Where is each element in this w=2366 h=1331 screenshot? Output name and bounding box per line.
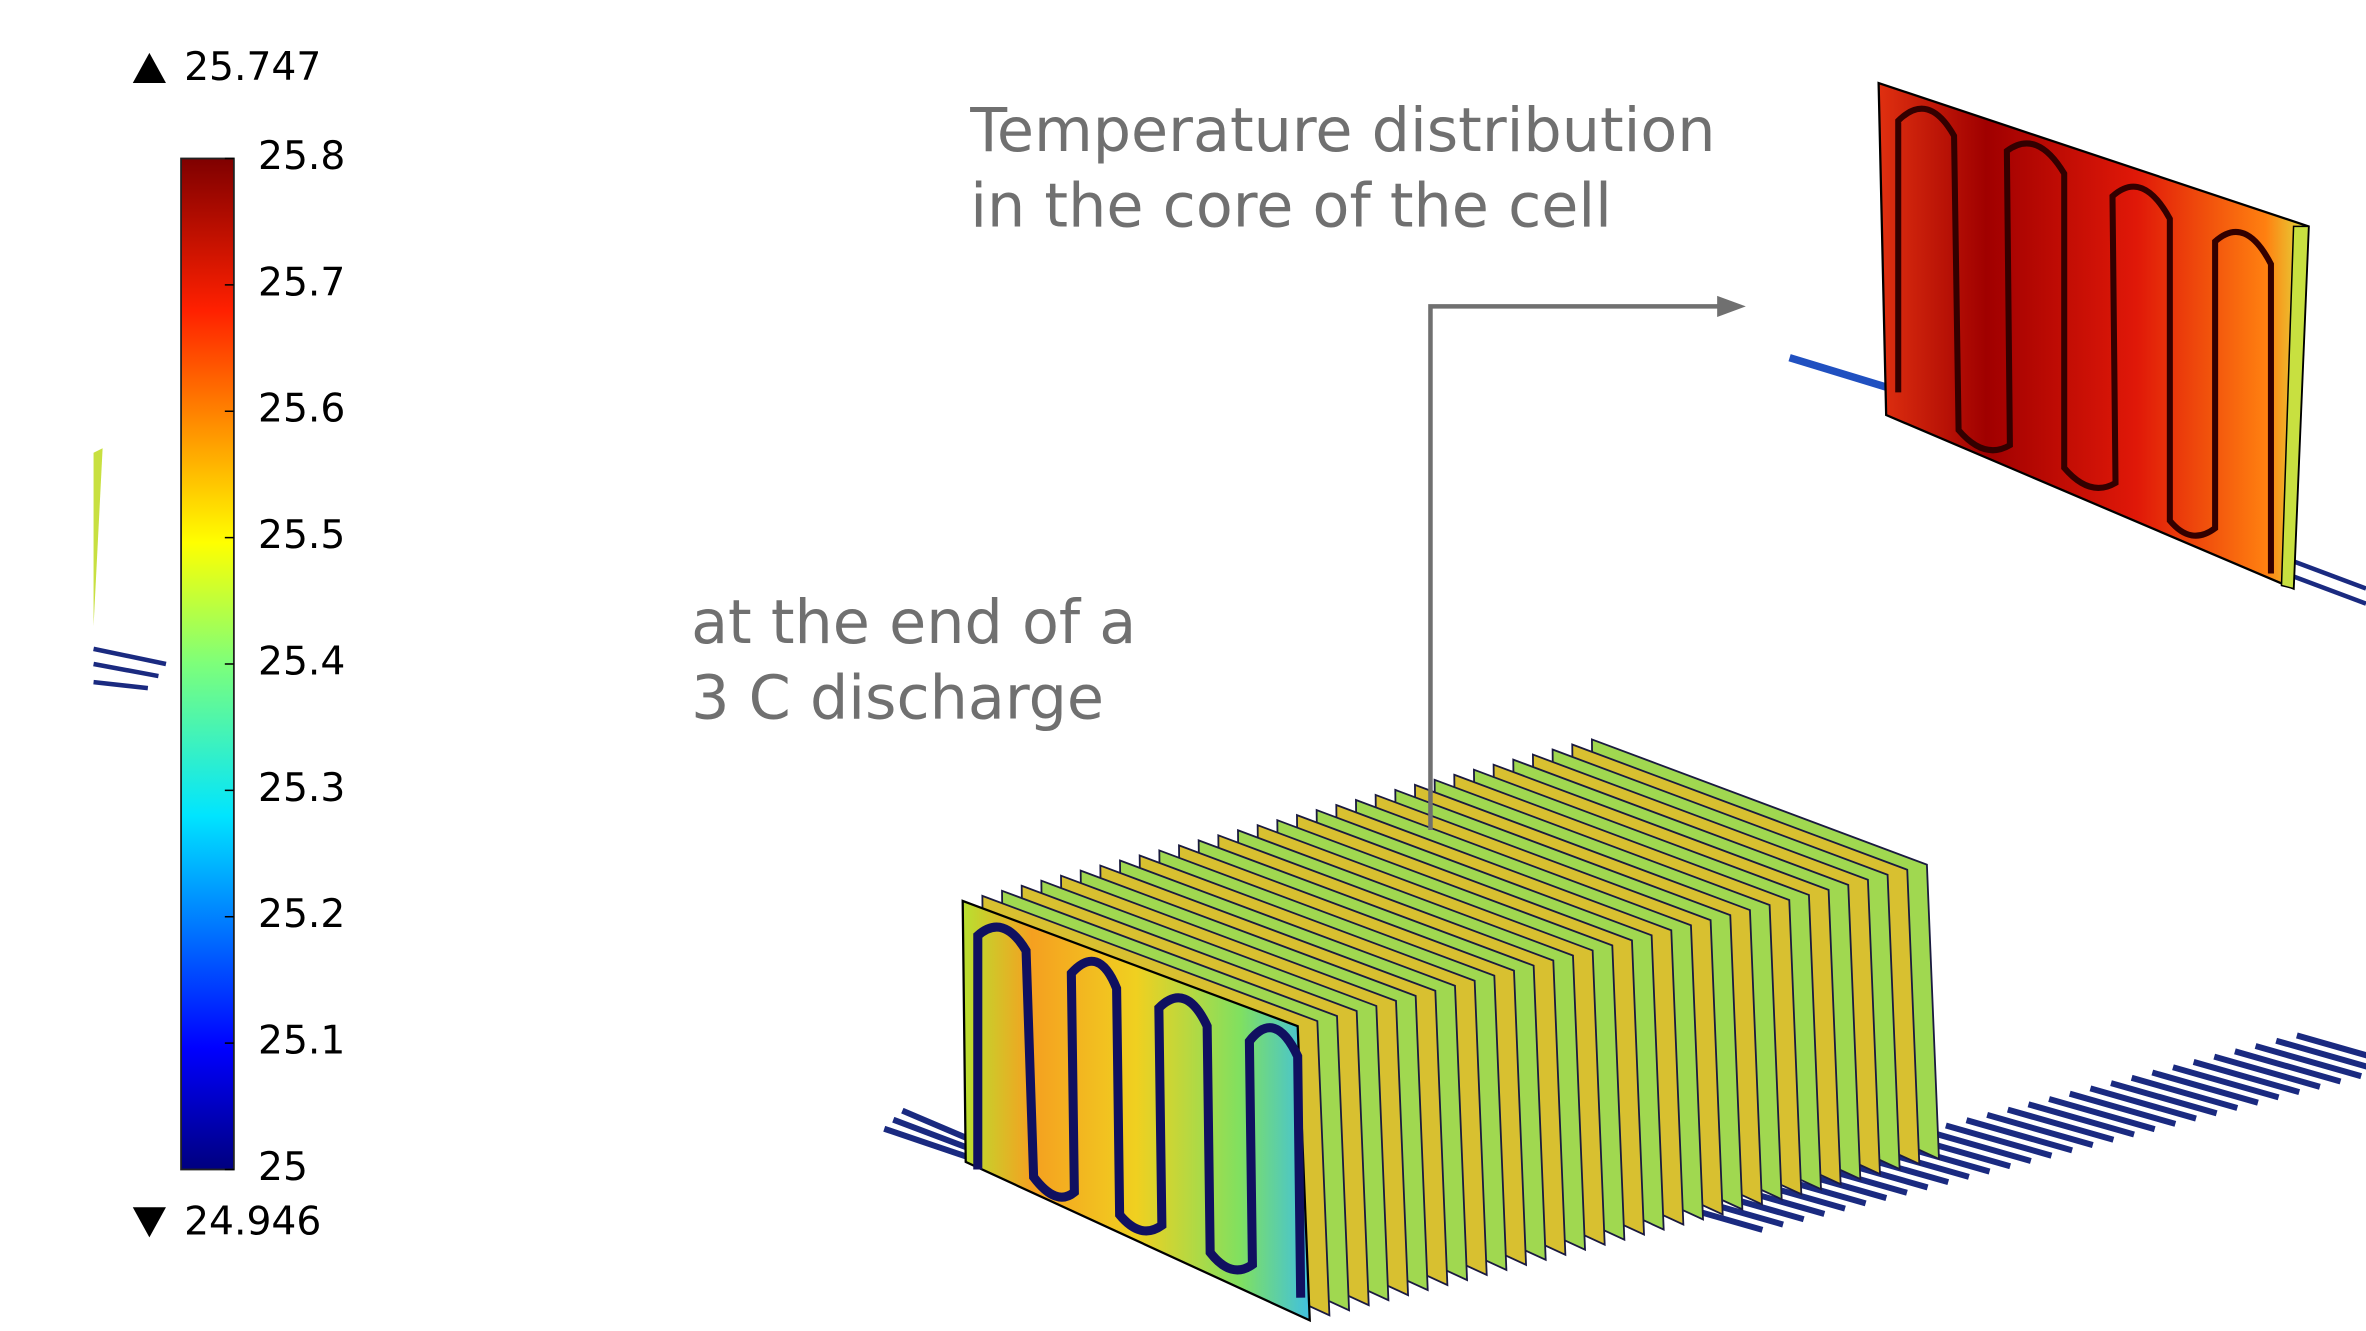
figure: 25.747 24.946 25.825.725.625.525.425.325… <box>0 0 2366 1331</box>
page: 25.747 24.946 25.825.725.625.525.425.325… <box>0 0 2366 1331</box>
tick-label: 25.4 <box>258 639 345 684</box>
annotation-note: at the end of a <box>691 588 1136 658</box>
cropped-shape <box>94 448 103 626</box>
tick-label: 25.2 <box>258 892 345 937</box>
arrow-head <box>1717 296 1746 317</box>
annotation-title: in the core of the cell <box>970 171 1612 241</box>
colorbar-ticks: 25.8 25.7 25.6 25.5 25.4 25.3 25.2 25.1 25 <box>225 134 346 1190</box>
tick-label: 25.8 <box>258 134 345 179</box>
min-label: 24.946 <box>184 1199 321 1244</box>
tick-label: 25.5 <box>258 513 345 558</box>
tick-label: 25.6 <box>258 387 345 432</box>
single-cell <box>1790 83 2366 604</box>
tick-label: 25.7 <box>258 260 345 305</box>
cropped-channels <box>94 649 166 688</box>
min-marker <box>133 1207 166 1237</box>
annotation-note: 3 C discharge <box>691 663 1104 733</box>
battery-pack <box>884 739 2366 1320</box>
max-label: 25.747 <box>184 45 321 90</box>
annotation-title: Temperature distribution <box>969 96 1715 166</box>
max-marker <box>133 53 166 83</box>
tick-label: 25.1 <box>258 1019 345 1064</box>
tick-label: 25 <box>258 1145 308 1190</box>
tick-label: 25.3 <box>258 766 345 811</box>
